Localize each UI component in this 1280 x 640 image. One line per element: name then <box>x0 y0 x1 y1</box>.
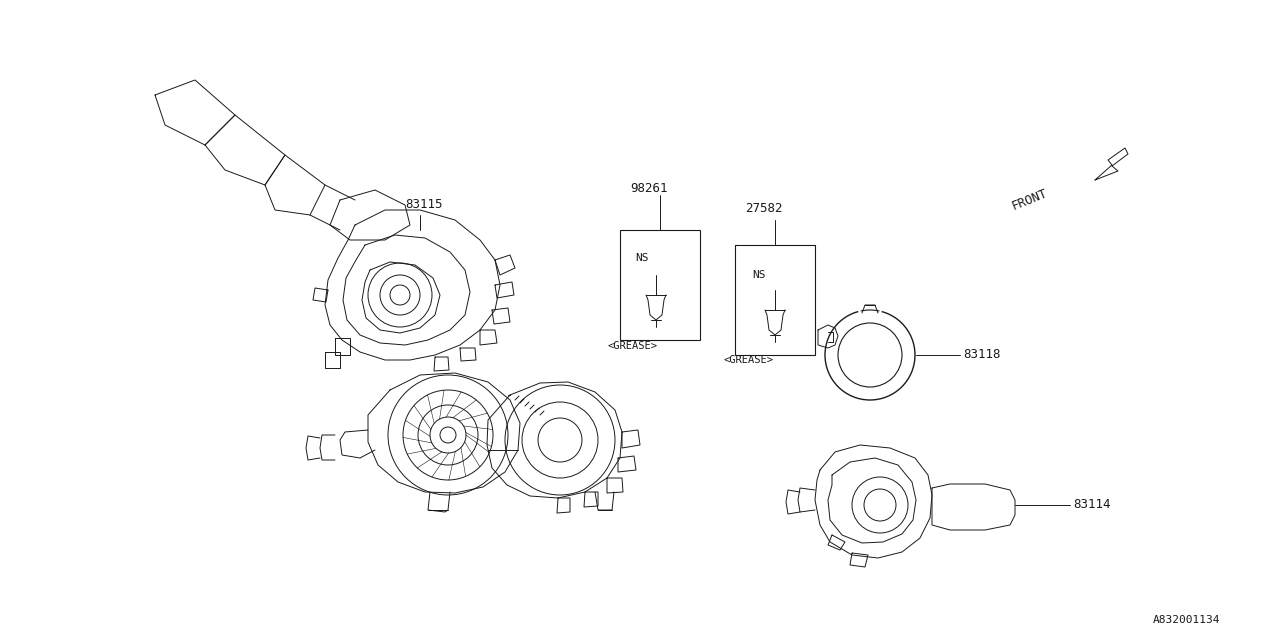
Bar <box>735 245 815 355</box>
Text: FRONT: FRONT <box>1010 187 1050 213</box>
Text: 83114: 83114 <box>1073 499 1111 511</box>
Text: NS: NS <box>753 270 765 280</box>
Text: NS: NS <box>635 253 649 263</box>
Text: 98261: 98261 <box>630 182 667 195</box>
Text: <GREASE>: <GREASE> <box>608 341 658 351</box>
Text: 27582: 27582 <box>745 202 782 214</box>
Text: 83115: 83115 <box>404 198 443 211</box>
Text: <GREASE>: <GREASE> <box>723 355 773 365</box>
Text: 83118: 83118 <box>963 349 1001 362</box>
Bar <box>620 230 700 340</box>
Text: A832001134: A832001134 <box>1152 615 1220 625</box>
